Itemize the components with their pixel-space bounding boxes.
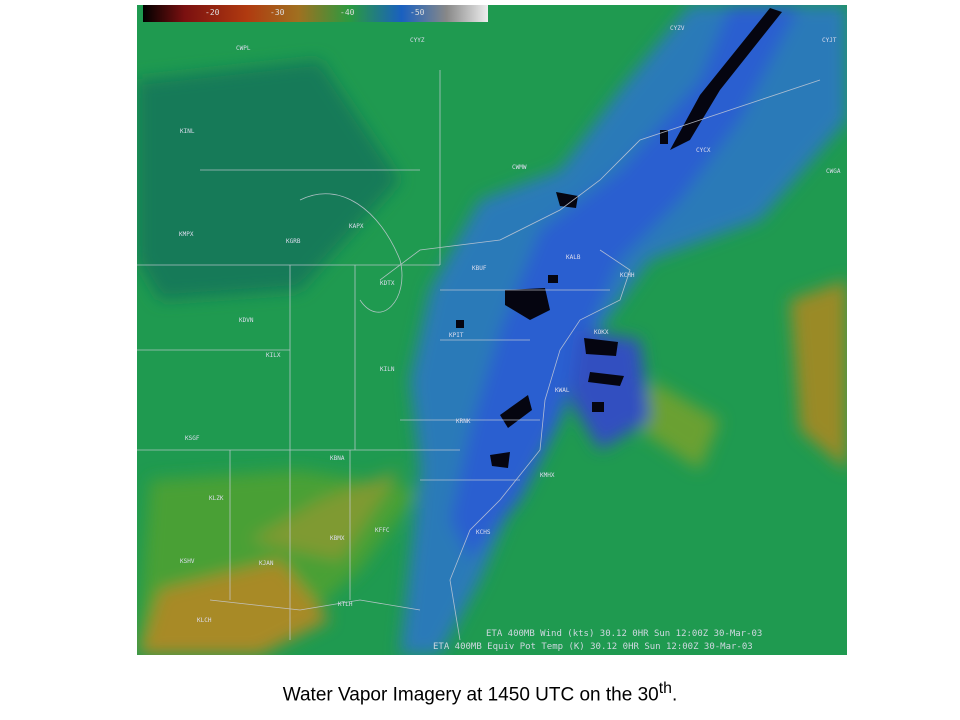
station-label: CWGA xyxy=(826,168,841,175)
boundaries xyxy=(137,70,821,641)
colorbar-label: -50 xyxy=(410,8,425,17)
station-label: KSHV xyxy=(180,558,195,565)
station-label: KMPX xyxy=(179,231,194,238)
map-image xyxy=(137,5,847,655)
caption-end: . xyxy=(671,684,678,706)
station-label: KAPX xyxy=(349,223,364,230)
colorbar-label: -40 xyxy=(340,8,355,17)
station-label: KPIT xyxy=(449,332,464,339)
station-label: KFFC xyxy=(375,527,390,534)
station-label: KCHS xyxy=(476,529,491,536)
station-label: CYJT xyxy=(822,37,837,44)
map-footer: ETA 400MB Wind (kts) 30.12 0HR Sun 12:00… xyxy=(486,629,762,639)
station-label: KWAL xyxy=(555,387,570,394)
station-label: CYYZ xyxy=(410,37,425,44)
station-label: CWMW xyxy=(512,164,527,171)
colorbar xyxy=(143,5,488,22)
station-label: KDVN xyxy=(239,317,254,324)
station-label: KLCH xyxy=(197,617,212,624)
station-label: KMHX xyxy=(540,472,555,479)
station-label: KILN xyxy=(380,366,395,373)
station-label: KJAN xyxy=(259,560,274,567)
station-label: KILX xyxy=(266,352,281,359)
station-label: CYZV xyxy=(670,25,685,32)
colorbar-label: -30 xyxy=(270,8,285,17)
station-label: KALB xyxy=(566,254,581,261)
station-label: CWPL xyxy=(236,45,251,52)
station-label: KDTX xyxy=(380,280,395,287)
station-label: KTLH xyxy=(338,601,353,608)
station-label: KCHH xyxy=(620,272,635,279)
colorbar-label: -20 xyxy=(205,8,220,17)
caption: Water Vapor Imagery at 1450 UTC on the 3… xyxy=(0,680,960,706)
station-label: KOKX xyxy=(594,329,609,336)
station-label: KLZK xyxy=(209,495,224,502)
caption-sup: th xyxy=(658,680,672,697)
station-label: KBNA xyxy=(330,455,345,462)
station-label: KBUF xyxy=(472,265,487,272)
station-label: KRNK xyxy=(456,418,471,425)
map-footer: ETA 400MB Equiv Pot Temp (K) 30.12 0HR S… xyxy=(433,642,753,652)
station-label: KINL xyxy=(180,128,195,135)
station-label: KBMX xyxy=(330,535,345,542)
station-label: KSGF xyxy=(185,435,200,442)
station-label: CYCX xyxy=(696,147,711,154)
caption-text: Water Vapor Imagery at 1450 UTC on the 3… xyxy=(282,684,659,706)
station-label: KGRB xyxy=(286,238,301,245)
